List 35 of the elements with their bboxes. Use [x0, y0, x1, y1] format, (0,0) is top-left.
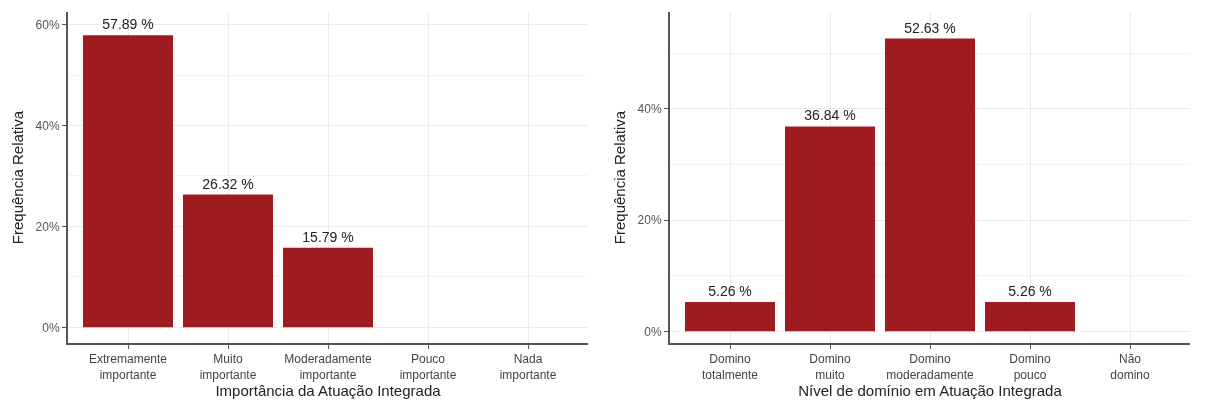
data-label: 5.26 %	[708, 283, 752, 300]
x-tick-label: Extremamente importante	[88, 352, 168, 382]
x-tick-label: Pouco importante	[399, 352, 457, 382]
data-label: 26.32 %	[202, 175, 254, 192]
x-tick-label: Não domino	[1110, 352, 1150, 382]
x-tick-label: Domino totalmente	[701, 352, 759, 382]
x-tick-label: Muito importante	[199, 352, 257, 382]
x-tick-label: Moderadamente importante	[284, 352, 373, 382]
bar	[685, 302, 775, 332]
bar	[785, 126, 875, 332]
bar	[283, 247, 373, 328]
bar	[985, 302, 1075, 332]
y-axis-title: Frequência Relativa	[9, 110, 27, 245]
bar	[885, 38, 975, 332]
bar	[183, 194, 273, 328]
x-tick-label: Nada importante	[499, 352, 557, 382]
data-label: 52.63 %	[904, 19, 956, 36]
bar	[83, 35, 173, 328]
y-axis-title: Frequência Relativa	[611, 110, 629, 245]
x-tick-label: Domino moderadamente	[886, 352, 975, 382]
x-tick-label: Domino muito	[809, 352, 851, 382]
data-label: 36.84 %	[804, 107, 856, 124]
x-axis-title: Nível de domínio em Atuação Integrada	[798, 382, 1063, 399]
y-tick-label: 0%	[42, 320, 60, 335]
x-axis-title: Importância da Atuação Integrada	[215, 382, 442, 399]
y-tick-label: 40%	[637, 102, 662, 116]
y-tick-label: 20%	[35, 219, 60, 234]
data-label: 57.89 %	[102, 16, 154, 33]
y-tick-label: 40%	[35, 118, 60, 133]
data-label: 15.79 %	[302, 228, 354, 245]
data-label: 5.26 %	[1008, 283, 1052, 300]
x-tick-label: Domino pouco	[1009, 352, 1051, 382]
y-tick-label: 60%	[35, 17, 60, 32]
y-tick-label: 20%	[637, 213, 662, 228]
y-tick-label: 0%	[644, 324, 662, 339]
